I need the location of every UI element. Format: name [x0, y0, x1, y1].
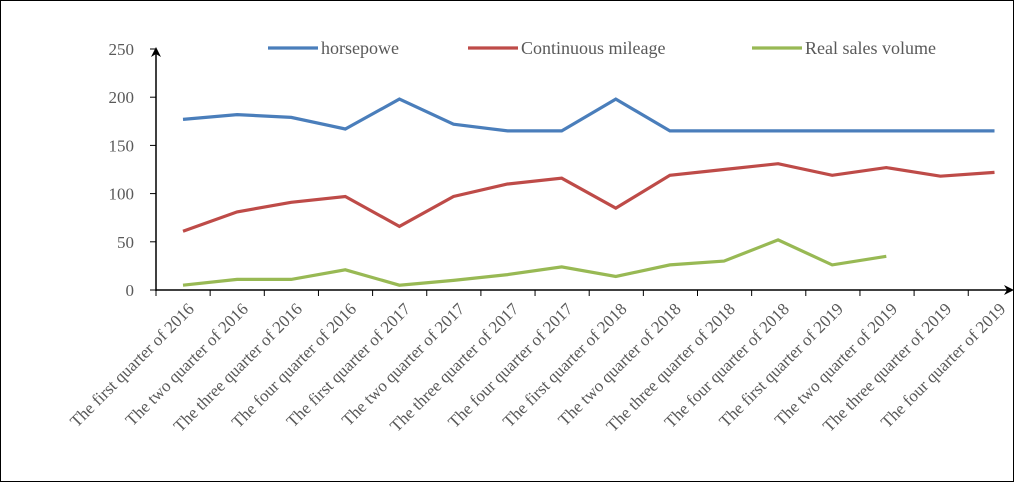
legend-label: Real sales volume [805, 38, 936, 58]
legend-label: Continuous mileage [521, 38, 665, 58]
y-tick-label: 150 [109, 136, 135, 155]
series-line-3 [182, 238, 887, 287]
legend: horsepowe Continuous mileage Real sales vo… [268, 38, 936, 58]
legend-label: horsepowe [321, 38, 399, 58]
y-tick-label: 100 [109, 185, 135, 204]
series-line-2 [182, 162, 995, 233]
axes: 0 50 100 150 200 250 [109, 40, 1014, 300]
series-lines [182, 97, 995, 287]
y-tick-label: 0 [126, 281, 135, 300]
y-tick-label: 50 [117, 233, 134, 252]
y-tick-label: 250 [109, 40, 135, 59]
series-line-1 [182, 97, 995, 133]
y-tick-label: 200 [109, 88, 135, 107]
